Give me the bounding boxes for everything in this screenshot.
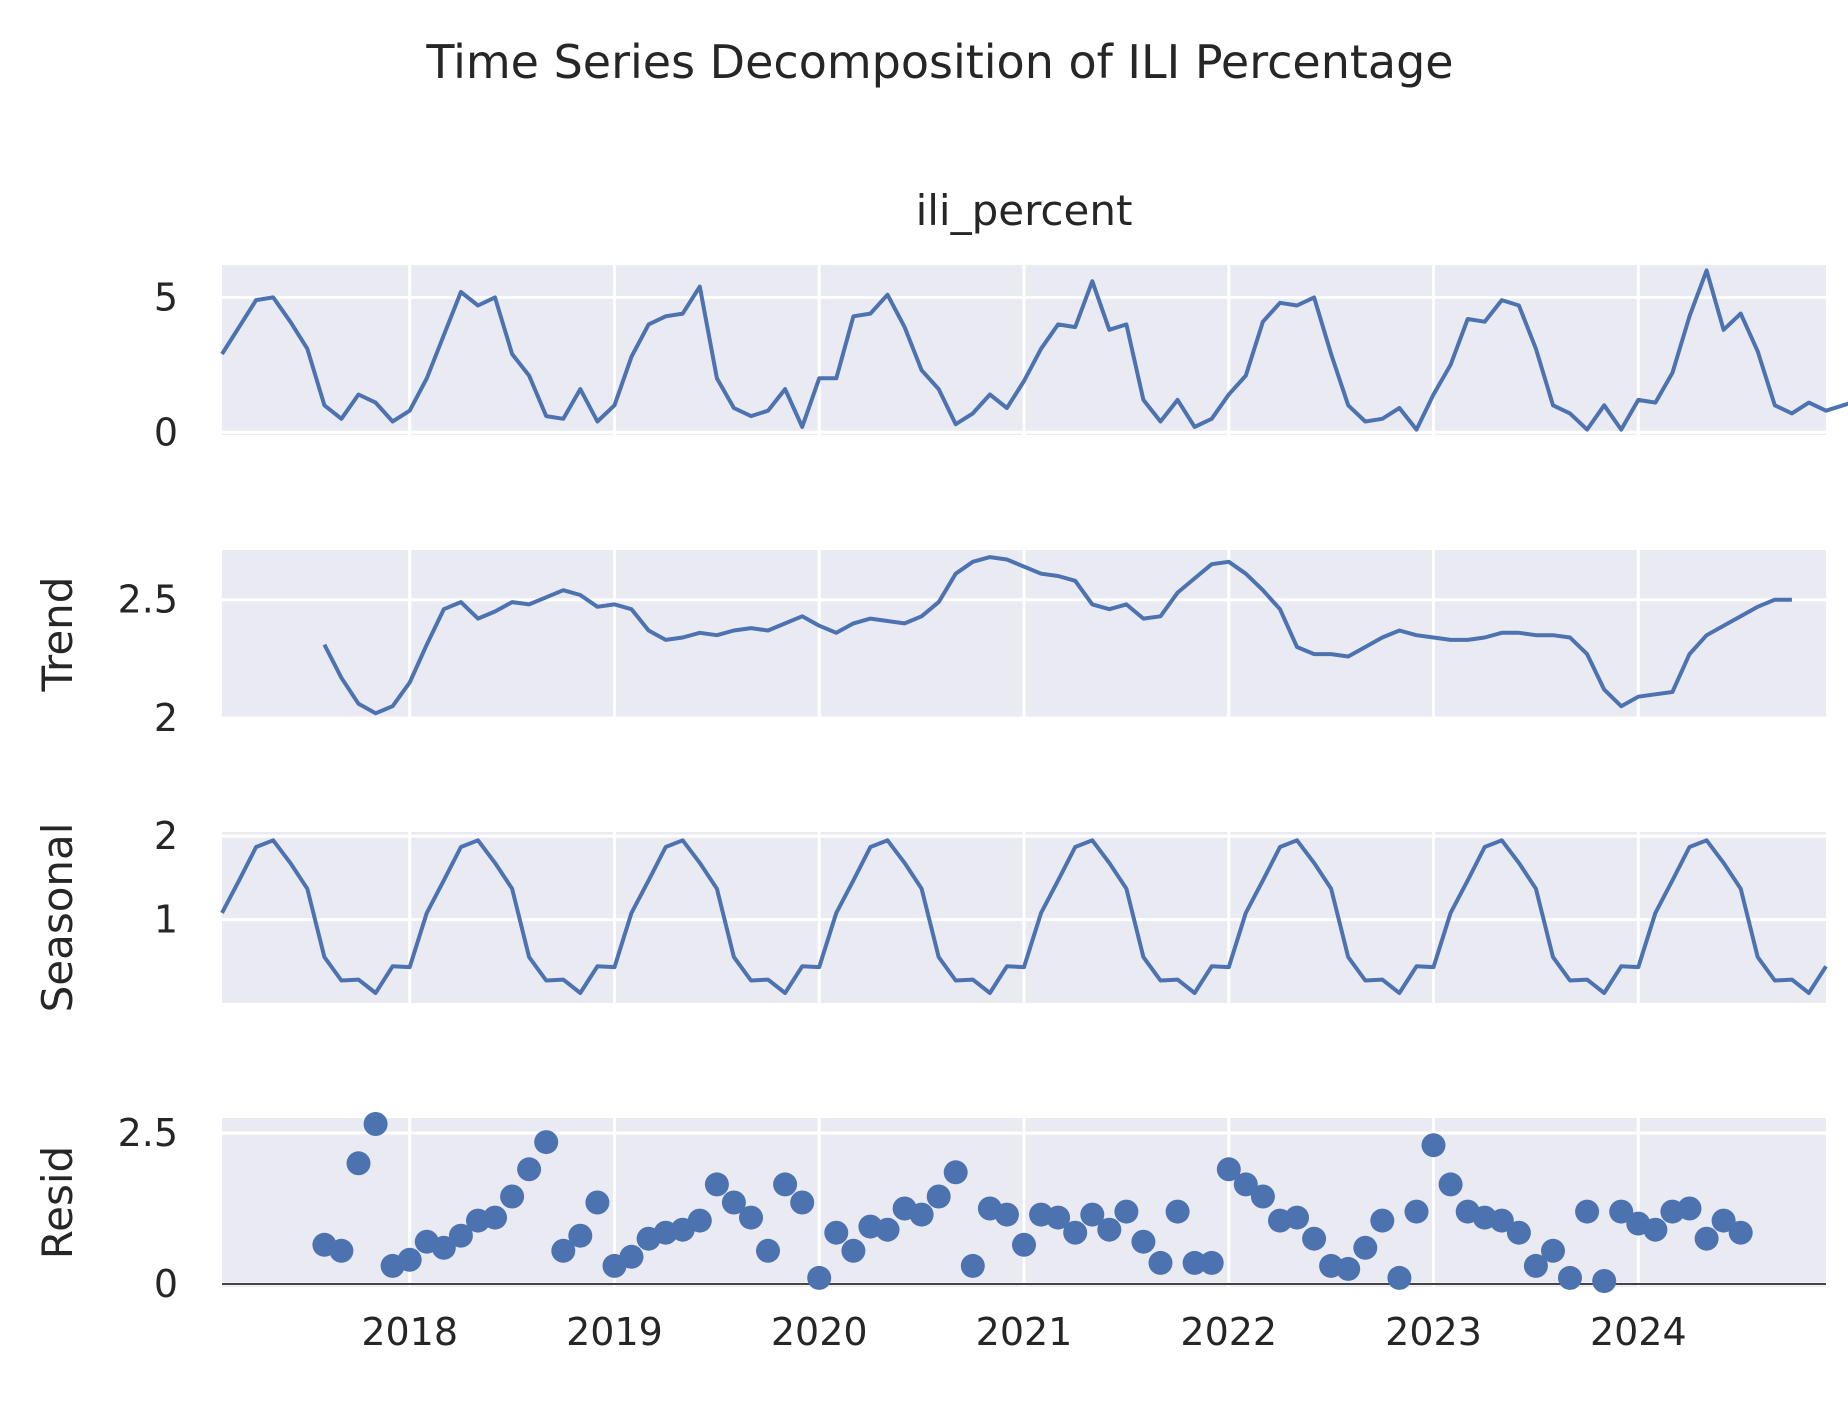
resid-point <box>1506 1220 1531 1245</box>
y-tick-label: 0 <box>154 1262 178 1306</box>
panel-seasonal: 1 2 Seasonal <box>33 814 1828 1013</box>
resid-point <box>1250 1184 1275 1209</box>
resid-point <box>1302 1226 1327 1251</box>
series-line-seasonal <box>220 838 1828 995</box>
resid-point <box>687 1208 712 1233</box>
resid-point <box>1677 1196 1702 1221</box>
resid-point <box>1063 1220 1088 1245</box>
resid-point <box>1216 1157 1241 1182</box>
resid-point <box>1438 1172 1463 1197</box>
y-tick-label: 2.5 <box>118 1111 178 1155</box>
resid-point <box>483 1205 507 1230</box>
resid-point <box>926 1184 951 1209</box>
resid-point <box>1711 1208 1736 1233</box>
resid-point <box>517 1157 542 1182</box>
resid-point <box>1575 1199 1600 1224</box>
panel-ylabel: Seasonal <box>33 823 82 1013</box>
panel-ylabel: Trend <box>33 577 82 693</box>
resid-point <box>1387 1265 1412 1290</box>
resid-point <box>1182 1250 1207 1275</box>
resid-point <box>1165 1199 1190 1224</box>
series-line-observed <box>220 268 1848 432</box>
resid-point <box>875 1217 900 1242</box>
resid-point <box>551 1238 576 1263</box>
y-tick-label: 0 <box>154 410 178 454</box>
resid-point <box>1097 1217 1122 1242</box>
resid-point <box>534 1130 559 1155</box>
x-tick-label: 2018 <box>361 1310 458 1354</box>
resid-point <box>1489 1208 1514 1233</box>
series-line-trend <box>322 555 1792 716</box>
resid-point <box>500 1184 525 1209</box>
resid-point <box>431 1235 456 1260</box>
y-tick-label: 1 <box>154 898 178 942</box>
resid-point <box>1114 1199 1139 1224</box>
resid-point <box>1404 1199 1429 1224</box>
resid-point <box>1592 1269 1617 1293</box>
resid-point <box>1131 1229 1156 1254</box>
resid-point <box>739 1205 763 1230</box>
resid-point <box>1558 1265 1582 1290</box>
x-tick-label: 2023 <box>1385 1310 1482 1354</box>
resid-point <box>1336 1256 1361 1281</box>
y-tick-label: 2 <box>154 696 178 740</box>
resid-point <box>1370 1208 1395 1233</box>
resid-point <box>585 1190 610 1215</box>
figure-title: Time Series Decomposition of ILI Percent… <box>425 35 1453 89</box>
resid-point <box>807 1265 832 1290</box>
resid-point <box>943 1160 968 1185</box>
resid-point <box>756 1238 780 1263</box>
panels-group: 0 5 ili_percent 2 2.5 Trend 1 2 Seasonal 0 2.5 Resi… <box>33 186 1848 1306</box>
panel-ylabel: Resid <box>33 1146 82 1259</box>
resid-point <box>909 1202 934 1227</box>
resid-point <box>1233 1172 1258 1197</box>
resid-point <box>1728 1220 1753 1245</box>
resid-point <box>363 1112 388 1136</box>
resid-point <box>1541 1238 1565 1263</box>
x-tick-label: 2020 <box>771 1310 868 1354</box>
resid-point <box>824 1220 849 1245</box>
resid-point <box>1609 1199 1634 1224</box>
resid-point <box>1046 1205 1071 1230</box>
resid-point <box>960 1253 985 1278</box>
resid-point <box>773 1172 798 1197</box>
resid-point <box>1199 1250 1224 1275</box>
resid-point <box>1353 1235 1378 1260</box>
y-tick-label: 5 <box>154 275 178 319</box>
resid-point <box>1421 1133 1446 1158</box>
resid-point <box>1012 1232 1036 1257</box>
resid-point <box>704 1172 729 1197</box>
resid-point <box>841 1238 866 1263</box>
resid-point <box>1148 1250 1173 1275</box>
resid-point <box>994 1202 1019 1227</box>
resid-point <box>448 1223 473 1248</box>
panel-resid: 0 2.5 Resid <box>33 1111 1826 1306</box>
x-axis-ticks: 2018 2019 2020 2021 2022 2023 2024 <box>361 1310 1686 1354</box>
resid-point <box>1080 1202 1105 1227</box>
resid-point <box>1523 1253 1548 1278</box>
resid-point <box>397 1247 422 1272</box>
resid-point <box>619 1244 644 1269</box>
resid-point <box>568 1223 593 1248</box>
resid-point <box>1643 1217 1668 1242</box>
panel-subtitle: ili_percent <box>916 186 1133 235</box>
resid-point <box>329 1238 354 1263</box>
resid-point <box>721 1190 746 1215</box>
resid-point <box>1694 1226 1719 1251</box>
panel-observed: 0 5 ili_percent <box>154 186 1848 454</box>
x-tick-label: 2022 <box>1180 1310 1277 1354</box>
x-tick-label: 2024 <box>1590 1310 1687 1354</box>
resid-point <box>790 1190 815 1215</box>
resid-point <box>346 1151 371 1176</box>
panel-trend: 2 2.5 Trend <box>33 550 1826 740</box>
y-tick-label: 2 <box>154 814 178 858</box>
x-tick-label: 2021 <box>976 1310 1073 1354</box>
resid-point <box>1285 1205 1309 1230</box>
y-tick-label: 2.5 <box>118 578 178 622</box>
x-tick-label: 2019 <box>566 1310 663 1354</box>
